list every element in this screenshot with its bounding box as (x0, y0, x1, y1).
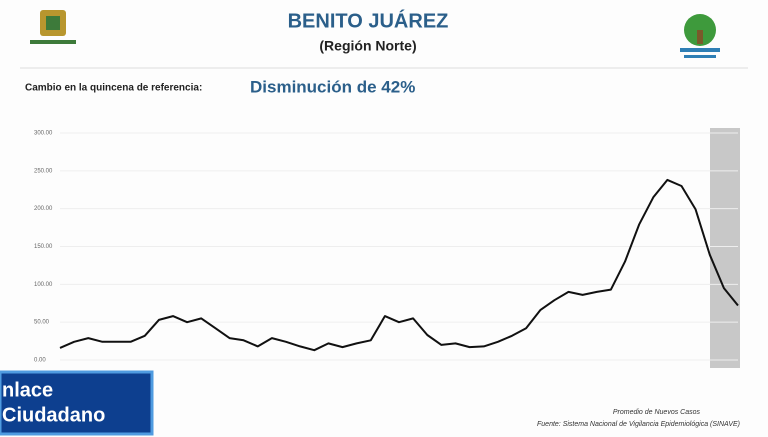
overlay-text: nlace (2, 379, 53, 401)
y-tick-label: 150.00 (34, 244, 53, 250)
overlay-text: Ciudadano (2, 404, 105, 426)
source: Fuente: Sistema Nacional de Vigilancia E… (537, 421, 740, 428)
legend-entry: Promedio de Nuevos Casos (613, 409, 701, 416)
y-tick-label: 200.00 (34, 206, 53, 212)
y-tick-label: 300.00 (34, 131, 53, 137)
data-line (59, 178, 739, 352)
reference-value: Disminución de 42% (250, 77, 415, 96)
plot: 0.00 50.00 100.00 150.00 200.00 250.00 300.00 (34, 131, 739, 364)
reference-label: Cambio en la quincena de referencia: (25, 83, 202, 94)
chart-title: BENITO JUÁREZ (288, 9, 449, 32)
y-tick-label: 250.00 (34, 168, 53, 174)
highlight-band (710, 128, 740, 368)
y-tick-label: 50.00 (34, 320, 50, 326)
overlay-badge: nlace Ciudadano (0, 370, 154, 436)
logo-left (30, 10, 76, 44)
chart-subtitle: (Región Norte) (319, 38, 416, 54)
logo-right (680, 14, 720, 58)
y-tick-label: 100.00 (34, 282, 53, 288)
y-tick-label: 0.00 (34, 358, 46, 364)
